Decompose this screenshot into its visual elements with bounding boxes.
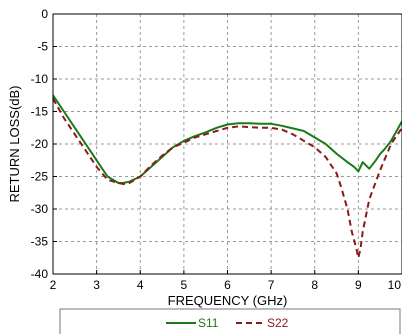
grid [53, 14, 402, 274]
legend-box [59, 308, 401, 334]
series-line-s22 [52, 98, 402, 259]
y-tick-label: -5 [37, 40, 48, 54]
legend-label-s11: S11 [198, 316, 219, 330]
y-tick-label: -15 [31, 105, 49, 119]
x-tick-label: 8 [311, 278, 318, 292]
axis-ticks: 2 3 4 5 6 7 8 9 10 0 -5 -10 -15 -20 -25 -30 -35 -40 [31, 7, 402, 292]
y-tick-label: -35 [31, 235, 49, 249]
x-tick-label: 2 [50, 278, 57, 292]
y-tick-label: -25 [31, 170, 49, 184]
x-tick-label: 3 [93, 278, 100, 292]
y-tick-label: -40 [31, 267, 49, 281]
y-tick-label: -10 [31, 72, 49, 86]
y-axis-label: RETURN LOSS(dB) [7, 85, 22, 202]
x-tick-label: 9 [355, 278, 362, 292]
x-tick-label: 10 [388, 278, 402, 292]
y-tick-label: -20 [31, 137, 49, 151]
x-axis-label: FREQUENCY (GHz) [168, 293, 288, 308]
legend-label-s22: S22 [267, 316, 289, 330]
x-tick-label: 6 [224, 278, 231, 292]
y-tick-label: 0 [41, 7, 48, 21]
series-lines [52, 94, 402, 259]
x-tick-label: 7 [268, 278, 275, 292]
y-tick-label: -30 [31, 202, 49, 216]
legend: S11 S22 [59, 308, 401, 334]
x-tick-label: 5 [181, 278, 188, 292]
x-tick-label: 4 [137, 278, 144, 292]
